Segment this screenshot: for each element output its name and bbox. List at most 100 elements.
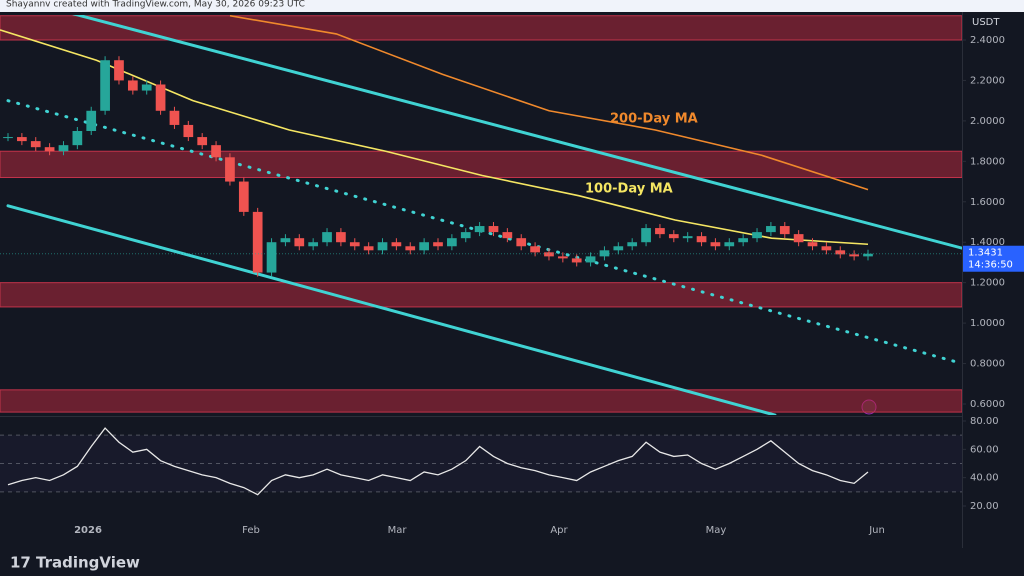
candle	[155, 84, 166, 111]
candle	[585, 256, 596, 263]
candle	[752, 232, 762, 239]
y-tick-label: 1.8000	[970, 156, 1005, 167]
candle	[127, 80, 138, 91]
footer	[0, 548, 1024, 576]
currency: USDT	[972, 17, 1000, 28]
logo: TradingView	[36, 554, 140, 572]
y-tick-label: 0.8000	[970, 359, 1005, 370]
candle	[835, 250, 846, 255]
candle	[44, 147, 55, 152]
candle	[724, 242, 735, 247]
candle	[114, 60, 124, 81]
candle	[86, 110, 97, 131]
candle	[557, 256, 568, 259]
candle	[613, 246, 624, 251]
candle	[627, 242, 638, 247]
candle	[238, 181, 249, 212]
current-price: 1.3431	[968, 248, 1003, 259]
candle	[336, 232, 346, 243]
candle	[544, 252, 554, 257]
candle	[863, 253, 873, 257]
candle	[280, 238, 291, 243]
candle	[141, 84, 152, 91]
candle	[682, 236, 693, 239]
x-tick-label: Apr	[550, 525, 568, 536]
candle	[391, 242, 402, 247]
candle	[447, 238, 457, 247]
candle	[72, 131, 83, 146]
candle	[183, 124, 194, 138]
candle	[433, 242, 443, 247]
zone	[0, 15, 962, 41]
candle	[197, 137, 208, 146]
candle	[211, 145, 221, 158]
zone	[0, 389, 962, 413]
zone	[0, 282, 962, 308]
candle	[488, 226, 499, 233]
candle	[807, 242, 818, 247]
candle	[738, 238, 749, 243]
candle	[405, 246, 416, 251]
candle	[419, 242, 429, 251]
candle	[225, 157, 235, 182]
candle	[710, 242, 721, 247]
candle	[266, 242, 277, 273]
candle	[696, 236, 707, 243]
rsi-tick-label: 20.00	[970, 501, 999, 512]
candle	[169, 110, 180, 125]
rsi-line	[7, 427, 869, 496]
y-tick-label: 1.2000	[970, 278, 1005, 289]
x-tick-label: Mar	[388, 525, 408, 536]
candle	[377, 242, 388, 251]
candle	[17, 137, 27, 142]
candle	[821, 246, 832, 251]
candle	[668, 234, 679, 239]
candle	[460, 232, 471, 239]
trendline	[72, 15, 962, 250]
candle	[474, 226, 485, 233]
header: Shayannv created with TradingView.com, M…	[6, 0, 305, 10]
countdown: 14:36:50	[968, 260, 1013, 271]
candle	[793, 234, 804, 243]
rsi-tick-label: 80.00	[970, 416, 999, 427]
candle	[363, 246, 374, 251]
trendline	[6, 204, 777, 415]
candle	[349, 242, 360, 247]
candle	[30, 141, 41, 148]
candle	[655, 228, 665, 235]
annotation: 100-Day MA	[585, 182, 673, 197]
candle	[252, 211, 263, 273]
candle	[779, 226, 790, 235]
candle	[308, 242, 319, 247]
x-tick-label: May	[706, 525, 727, 536]
candle	[766, 226, 776, 233]
rsi-tick-label: 60.00	[970, 444, 999, 455]
candle	[849, 254, 859, 257]
y-tick-label: 1.4000	[970, 237, 1005, 248]
price-tag	[963, 245, 1024, 272]
moving-average	[229, 15, 869, 191]
candle	[599, 250, 610, 257]
y-tick-label: 2.4000	[970, 35, 1005, 46]
y-tick-label: 1.6000	[970, 197, 1005, 208]
rsi-tick-label: 40.00	[970, 473, 999, 484]
candle	[3, 137, 13, 139]
x-tick-label: 2026	[74, 525, 102, 536]
zone	[0, 150, 962, 179]
y-tick-label: 1.0000	[970, 318, 1005, 329]
candle	[100, 60, 110, 111]
candle	[322, 232, 332, 243]
x-tick-label: Feb	[242, 525, 260, 536]
candle	[502, 232, 513, 239]
candle	[571, 258, 582, 263]
x-tick-label: Jun	[868, 525, 885, 536]
header-bar	[0, 0, 1024, 12]
logo-icon: 17	[10, 554, 31, 572]
candle	[294, 238, 305, 247]
y-tick-label: 2.0000	[970, 116, 1005, 127]
y-tick-label: 2.2000	[970, 75, 1005, 86]
moving-average	[0, 29, 869, 246]
candle	[641, 228, 651, 243]
annotation: 200-Day MA	[610, 112, 698, 127]
